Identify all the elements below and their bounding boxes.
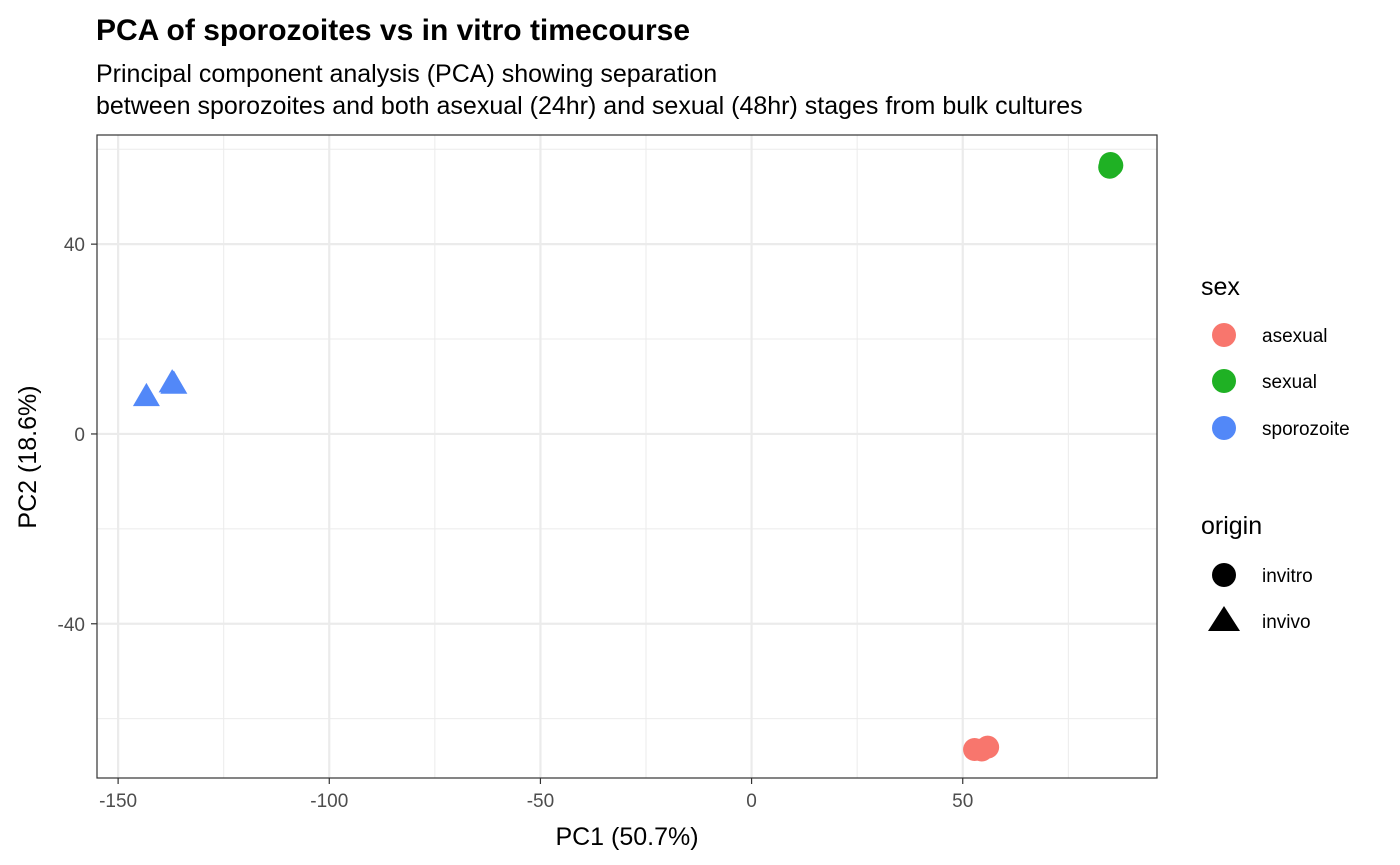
plot-panel-border <box>96 134 1158 779</box>
chart-subtitle-line-1: Principal component analysis (PCA) showi… <box>96 60 717 88</box>
legend-origin-title: origin <box>1201 512 1262 540</box>
data-points <box>132 151 1124 762</box>
legend-label-sexual: sexual <box>1262 372 1317 393</box>
x-tick-label: 50 <box>952 791 973 812</box>
x-tick-label: -50 <box>527 791 554 812</box>
legend-label-invitro: invitro <box>1262 566 1313 587</box>
data-point-sporozoite-triangle <box>132 382 160 407</box>
y-tick-label: 40 <box>64 235 85 256</box>
legend-key-sexual <box>1212 369 1236 393</box>
x-tick-label: -100 <box>310 791 348 812</box>
legend-label-sporozoite: sporozoite <box>1262 419 1350 440</box>
legend-label-invivo: invivo <box>1262 612 1311 633</box>
legend-key-asexual <box>1212 323 1236 347</box>
legend-sex-title: sex <box>1201 273 1240 301</box>
legend-key-invitro <box>1212 563 1236 587</box>
y-tick-label: -40 <box>58 615 85 636</box>
x-tick-label: 0 <box>746 791 757 812</box>
y-tick-label: 0 <box>74 425 85 446</box>
chart-subtitle-line-2: between sporozoites and both asexual (24… <box>96 92 1083 120</box>
legend-key-invivo <box>1208 606 1240 631</box>
data-point-sexual-circle <box>1100 153 1124 177</box>
legend-label-asexual: asexual <box>1262 326 1328 347</box>
legend-sex: sex asexual sexual sporozoite <box>1201 273 1350 440</box>
legend-key-sporozoite <box>1212 416 1236 440</box>
legend-origin: origin invitro invivo <box>1201 512 1313 633</box>
data-point-asexual-circle <box>976 735 1000 759</box>
x-axis-title: PC1 (50.7%) <box>555 823 698 851</box>
grid <box>97 135 1157 778</box>
y-axis-title: PC2 (18.6%) <box>14 385 42 528</box>
chart-title: PCA of sporozoites vs in vitro timecours… <box>96 14 690 47</box>
axis-ticks: -150 -100 -50 0 50 -40 0 40 <box>58 235 974 812</box>
x-tick-label: -150 <box>99 791 137 812</box>
data-point-sporozoite-triangle <box>160 370 188 394</box>
